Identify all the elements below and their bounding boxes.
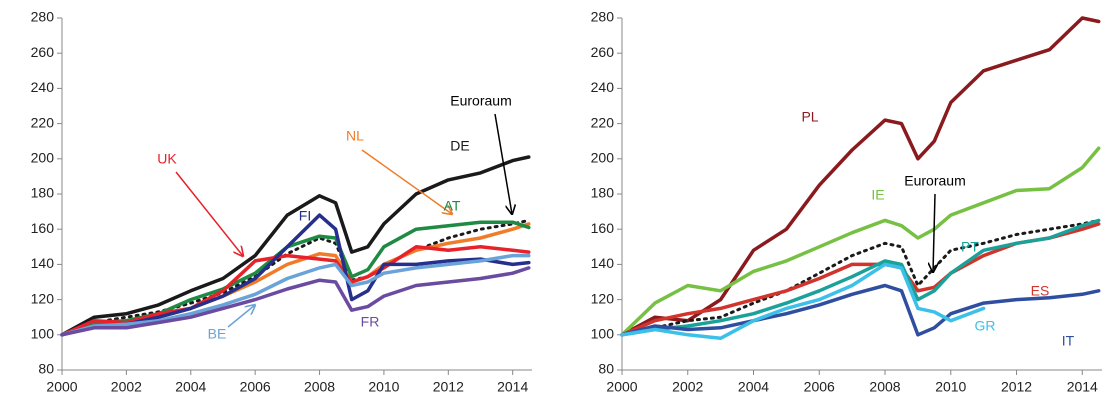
- y-tick-label: 240: [591, 79, 615, 95]
- x-tick-label: 2010: [368, 379, 399, 395]
- series-line: [60, 266, 531, 337]
- y-tick-label: 280: [591, 9, 615, 25]
- x-tick-label: 2008: [869, 379, 900, 395]
- x-tick-label: 2012: [433, 379, 464, 395]
- series-line: [60, 253, 531, 337]
- y-tick-label: 120: [31, 290, 55, 306]
- x-tick-label: 2004: [175, 379, 206, 395]
- x-tick-label: 2010: [935, 379, 966, 395]
- series-label: IT: [1062, 333, 1075, 349]
- series-label: Euroraum: [450, 93, 511, 109]
- y-tick-label: 80: [598, 361, 614, 377]
- y-tick-label: 220: [31, 114, 55, 130]
- series-line: [60, 155, 531, 337]
- y-tick-label: 240: [31, 79, 55, 95]
- x-tick-label: 2002: [111, 379, 142, 395]
- series-label: GR: [975, 318, 996, 334]
- x-tick-label: 2014: [1067, 379, 1098, 395]
- y-tick-label: 100: [591, 326, 615, 342]
- x-tick-label: 2000: [46, 379, 77, 395]
- series-label: AT: [444, 198, 461, 214]
- x-tick-label: 2006: [804, 379, 835, 395]
- series-line: [60, 213, 531, 337]
- y-tick-label: 220: [591, 114, 615, 130]
- series-label: PT: [961, 239, 979, 255]
- series-label: FI: [299, 208, 311, 224]
- x-tick-label: 2012: [1001, 379, 1032, 395]
- series-line: [620, 283, 1101, 337]
- y-tick-label: 200: [31, 150, 55, 166]
- y-tick-label: 120: [591, 290, 615, 306]
- label-arrow: [933, 193, 935, 272]
- label-arrow: [227, 305, 255, 328]
- series-label: ES: [1031, 283, 1050, 299]
- x-tick-label: 2008: [304, 379, 335, 395]
- x-tick-label: 2000: [606, 379, 637, 395]
- series-line: [60, 218, 531, 337]
- label-arrow: [361, 149, 452, 214]
- y-tick-label: 140: [591, 255, 615, 271]
- y-tick-label: 160: [31, 220, 55, 236]
- label-arrow: [494, 113, 512, 214]
- y-tick-label: 260: [591, 44, 615, 60]
- series-label: BE: [208, 326, 227, 342]
- x-tick-label: 2004: [738, 379, 769, 395]
- series-line: [620, 218, 1101, 337]
- series-label: NL: [346, 128, 364, 144]
- series-label: UK: [157, 151, 177, 167]
- y-tick-label: 160: [591, 220, 615, 236]
- y-tick-label: 260: [31, 44, 55, 60]
- y-tick-label: 180: [31, 185, 55, 201]
- series-label: PL: [801, 109, 818, 125]
- series-label: FR: [361, 314, 380, 330]
- x-tick-label: 2014: [497, 379, 528, 395]
- y-tick-label: 200: [591, 150, 615, 166]
- series-label: DE: [450, 138, 469, 154]
- y-tick-label: 280: [31, 9, 55, 25]
- y-tick-label: 180: [591, 185, 615, 201]
- x-tick-label: 2002: [672, 379, 703, 395]
- y-tick-label: 140: [31, 255, 55, 271]
- y-tick-label: 100: [31, 326, 55, 342]
- series-line: [60, 245, 531, 337]
- series-line: [620, 146, 1101, 337]
- series-label: Euroraum: [904, 173, 965, 189]
- series-label: IE: [871, 187, 884, 203]
- series-line: [620, 218, 1101, 337]
- label-arrow: [175, 171, 243, 256]
- series-line: [620, 16, 1101, 337]
- series-line: [620, 262, 986, 341]
- y-tick-label: 80: [38, 361, 54, 377]
- x-tick-label: 2006: [240, 379, 271, 395]
